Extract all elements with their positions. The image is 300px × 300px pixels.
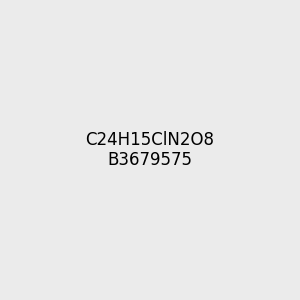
Text: C24H15ClN2O8
B3679575: C24H15ClN2O8 B3679575 bbox=[85, 130, 214, 170]
